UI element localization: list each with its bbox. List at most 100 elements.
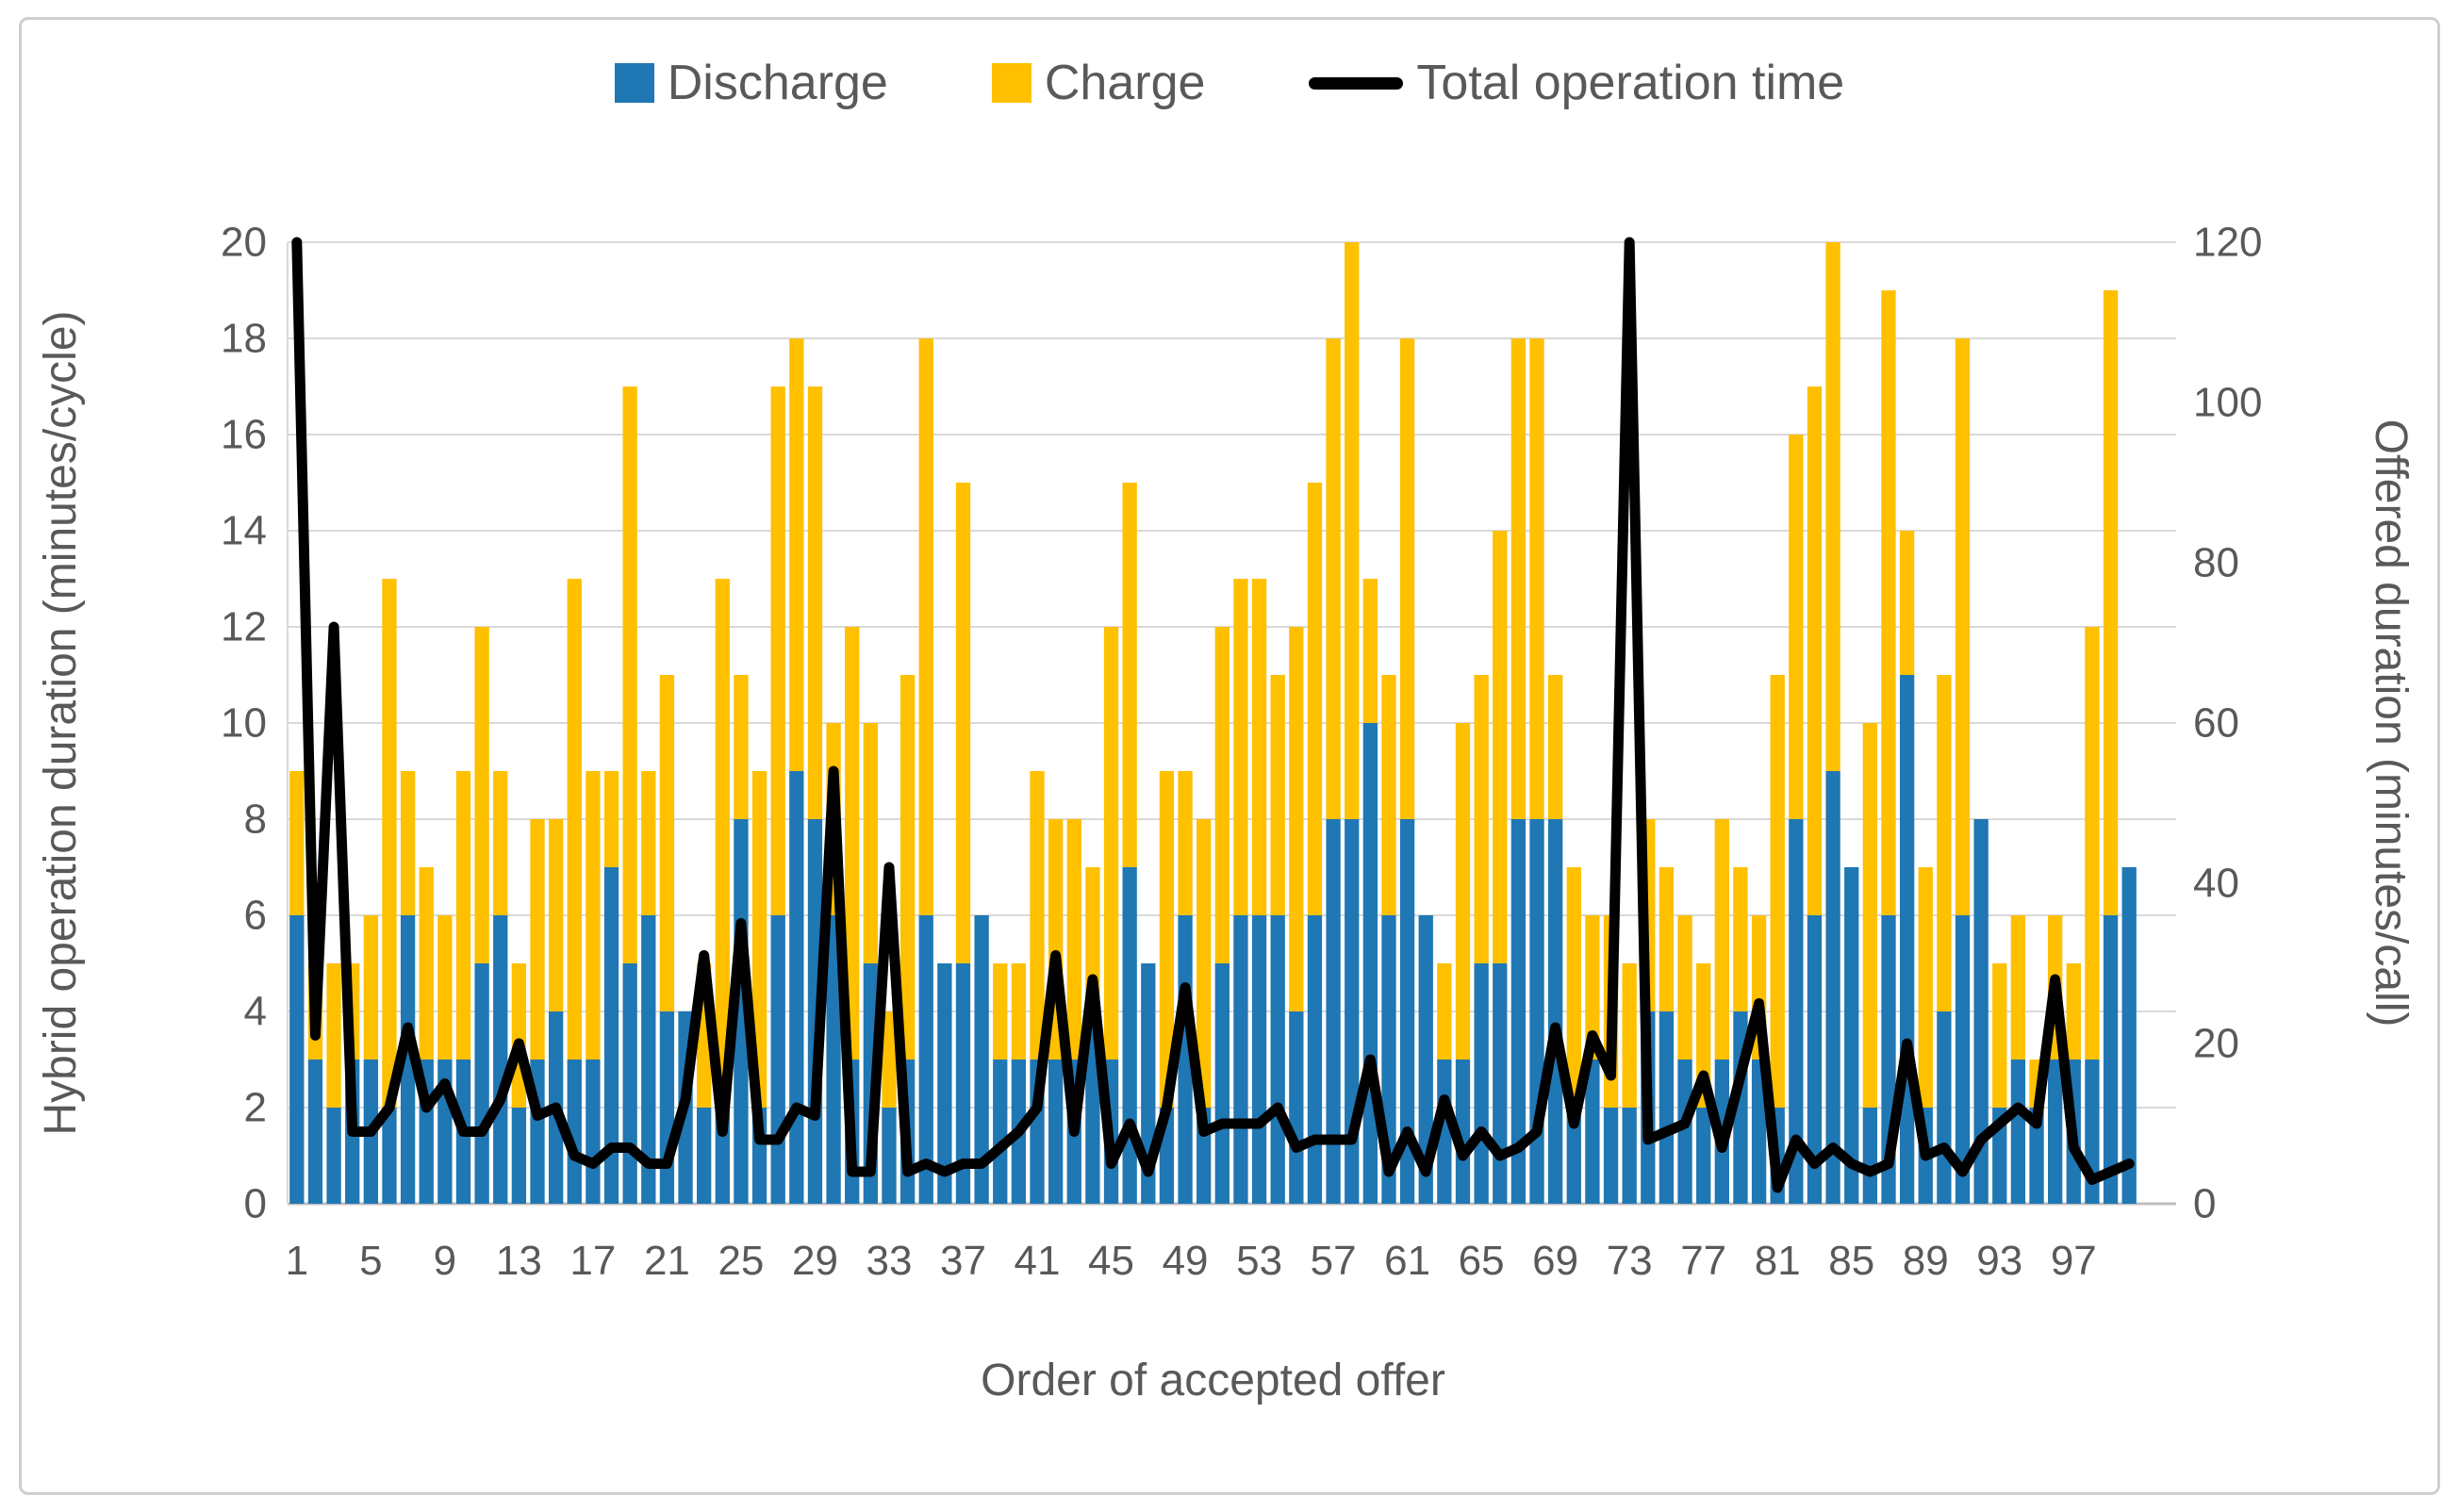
legend-item-discharge[interactable]: Discharge: [614, 55, 888, 111]
charge-bar: [1381, 675, 1396, 915]
charge-bar: [918, 338, 933, 915]
left-axis-tick-label: 18: [221, 316, 267, 362]
discharge-bar: [1955, 915, 1971, 1204]
charge-bar: [1011, 963, 1027, 1060]
discharge-bar: [289, 915, 305, 1204]
discharge-bar: [400, 915, 416, 1204]
x-axis-tick-label: 17: [569, 1238, 616, 1284]
discharge-bar: [937, 963, 952, 1204]
right-axis-tick-label: 100: [2193, 380, 2262, 426]
charge-swatch-icon: [991, 63, 1031, 103]
charge-bar: [530, 819, 545, 1060]
legend: Discharge Charge Total operation time: [0, 55, 2459, 111]
x-axis-tick-label: 1: [286, 1238, 308, 1284]
charge-bar: [1955, 338, 1971, 915]
charge-bar: [1437, 963, 1452, 1060]
x-axis-tick-label: 5: [359, 1238, 382, 1284]
charge-bar: [1937, 675, 1952, 1011]
charge-bar: [1214, 627, 1230, 963]
discharge-bar: [1973, 819, 1989, 1204]
charge-bar: [1066, 819, 1081, 1060]
x-axis-tick-label: 65: [1459, 1238, 1505, 1284]
discharge-bar: [1437, 1060, 1452, 1204]
charge-bar: [548, 819, 564, 1011]
charge-bar: [2085, 627, 2100, 1060]
charge-bar: [1289, 627, 1304, 1011]
charge-bar: [882, 1011, 897, 1108]
discharge-bar: [974, 915, 989, 1204]
charge-bar: [789, 338, 804, 771]
discharge-bar: [1789, 819, 1804, 1204]
x-axis-tick-label: 49: [1163, 1238, 1209, 1284]
right-axis-tick-label: 20: [2193, 1021, 2239, 1067]
charge-bar: [641, 771, 656, 915]
x-axis-tick-label: 41: [1015, 1238, 1061, 1284]
charge-bar: [1992, 963, 2007, 1108]
right-axis-tick-label: 60: [2193, 700, 2239, 747]
discharge-bar: [493, 915, 508, 1204]
charge-bar: [751, 771, 767, 1108]
charge-bar: [1622, 963, 1637, 1108]
charge-bar: [1659, 867, 1675, 1011]
x-axis-tick-label: 77: [1680, 1238, 1726, 1284]
charge-bar: [1825, 242, 1840, 771]
discharge-bar: [2048, 1060, 2063, 1204]
discharge-bar: [1844, 867, 1859, 1204]
legend-item-total-operation-time[interactable]: Total operation time: [1309, 55, 1844, 111]
discharge-bar: [1585, 1060, 1600, 1204]
charge-bar: [493, 771, 508, 915]
x-axis-tick-label: 97: [2051, 1238, 2097, 1284]
charge-bar: [474, 627, 489, 963]
charge-bar: [1862, 723, 1878, 1108]
discharge-bar: [1048, 1060, 1064, 1204]
legend-label-charge: Charge: [1044, 56, 1206, 110]
x-axis-tick-label: 57: [1311, 1238, 1357, 1284]
discharge-bar: [1233, 915, 1248, 1204]
discharge-bar: [770, 915, 785, 1204]
charge-bar: [955, 483, 971, 963]
discharge-bar: [1622, 1108, 1637, 1204]
discharge-bar: [1362, 723, 1378, 1204]
discharge-bar: [1270, 915, 1285, 1204]
charge-bar: [807, 386, 823, 819]
discharge-bar: [659, 1011, 675, 1204]
charge-bar: [2010, 915, 2026, 1060]
charge-bar: [1714, 819, 1729, 1060]
x-axis-tick-label: 29: [792, 1238, 838, 1284]
legend-item-charge[interactable]: Charge: [991, 55, 1206, 111]
discharge-bar: [993, 1060, 1008, 1204]
discharge-bar: [1862, 1108, 1878, 1204]
charge-bar: [603, 771, 619, 867]
discharge-bar: [1455, 1060, 1471, 1204]
x-axis-tick-label: 21: [644, 1238, 690, 1284]
discharge-bar: [1510, 819, 1527, 1204]
charge-bar: [567, 579, 582, 1060]
discharge-bar: [586, 1060, 601, 1204]
right-axis-tick-label: 40: [2193, 861, 2239, 907]
discharge-bar: [697, 1108, 712, 1204]
discharge-bar: [1825, 771, 1840, 1204]
charge-bar: [770, 386, 785, 915]
charge-bar: [1493, 531, 1508, 963]
discharge-bar: [1547, 819, 1563, 1204]
discharge-bar: [955, 963, 971, 1204]
charge-bar: [1881, 290, 1896, 915]
x-axis-tick-label: 93: [1976, 1238, 2022, 1284]
left-axis-tick-label: 20: [221, 220, 267, 266]
x-axis-tick-label: 33: [866, 1238, 912, 1284]
x-axis-tick-label: 73: [1607, 1238, 1653, 1284]
x-axis-tick-label: 9: [434, 1238, 456, 1284]
x-axis-tick-label: 81: [1755, 1238, 1801, 1284]
charge-bar: [1510, 338, 1527, 819]
charge-bar: [1103, 627, 1119, 1060]
discharge-bar: [1399, 819, 1415, 1204]
charge-bar: [1474, 675, 1489, 963]
discharge-bar: [1307, 915, 1323, 1204]
discharge-bar: [882, 1108, 897, 1204]
x-axis-tick-label: 25: [718, 1238, 764, 1284]
charge-bar: [1326, 338, 1341, 819]
x-axis-tick-label: 89: [1903, 1238, 1949, 1284]
left-axis-title: Hybrid operation duration (minutes/cycle…: [36, 310, 86, 1135]
charge-bar: [715, 579, 730, 1108]
